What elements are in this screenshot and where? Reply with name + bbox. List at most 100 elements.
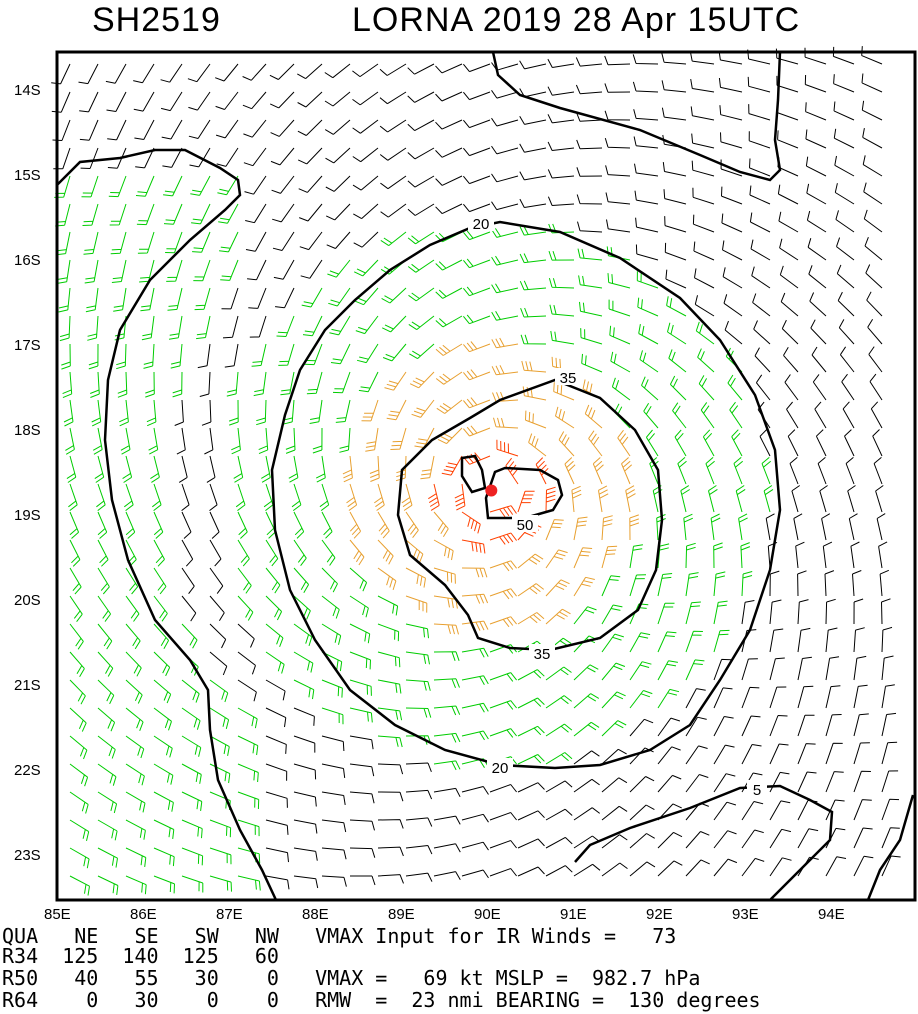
wind-barb bbox=[181, 763, 202, 784]
wind-barb bbox=[853, 655, 867, 681]
wind-barb bbox=[806, 183, 827, 205]
wind-barb bbox=[604, 110, 631, 121]
wind-barb bbox=[535, 457, 549, 485]
wind-barb bbox=[97, 679, 115, 705]
wind-barb bbox=[545, 519, 564, 541]
wind-barb bbox=[489, 812, 517, 821]
wind-barb bbox=[237, 539, 250, 567]
wind-barb bbox=[853, 855, 874, 877]
wind-barb bbox=[349, 595, 369, 618]
wind-barb bbox=[869, 373, 883, 401]
wind-barb bbox=[125, 735, 145, 759]
wind-barb bbox=[581, 353, 603, 373]
wind-barb bbox=[125, 567, 139, 595]
wind-barb bbox=[873, 457, 883, 485]
lon-label: 93E bbox=[732, 906, 759, 923]
wind-barb bbox=[209, 735, 230, 756]
wind-barb bbox=[876, 513, 886, 541]
wind-barb bbox=[380, 231, 407, 247]
wind-barb bbox=[146, 399, 157, 427]
wind-barb bbox=[265, 847, 289, 863]
footer-line-r34: R34 125 140 125 60 bbox=[2, 944, 279, 968]
wind-barb bbox=[713, 801, 737, 821]
wind-barb bbox=[355, 315, 379, 335]
wind-barb bbox=[125, 875, 147, 895]
wind-barb bbox=[293, 623, 313, 647]
wind-barb bbox=[136, 203, 155, 226]
wind-barb bbox=[841, 373, 855, 401]
wind-barb bbox=[661, 52, 687, 65]
wind-barb bbox=[881, 598, 891, 625]
wind-barb bbox=[845, 457, 855, 485]
wind-barb bbox=[842, 401, 855, 429]
wind-barb bbox=[690, 79, 715, 93]
wind-barb bbox=[352, 147, 379, 163]
wind-barb bbox=[69, 735, 88, 760]
wind-barb bbox=[668, 349, 687, 373]
wind-barb bbox=[321, 875, 347, 887]
wind-barb bbox=[741, 857, 765, 877]
wind-barb bbox=[804, 47, 827, 65]
wind-barb bbox=[57, 259, 71, 284]
wind-barb bbox=[713, 658, 732, 681]
wind-barb bbox=[547, 169, 575, 179]
wind-barb bbox=[812, 374, 827, 401]
wind-barb bbox=[69, 763, 89, 787]
wind-barb bbox=[174, 399, 184, 426]
wind-barb bbox=[573, 547, 593, 569]
wind-barb bbox=[751, 266, 771, 289]
wind-barb bbox=[321, 623, 342, 645]
wind-barb bbox=[629, 718, 654, 737]
wind-barb bbox=[639, 350, 659, 373]
wind-barb bbox=[847, 485, 856, 513]
wind-barb bbox=[407, 147, 435, 160]
wind-barb bbox=[545, 608, 571, 625]
wind-barb bbox=[237, 567, 252, 594]
wind-barb bbox=[408, 287, 435, 302]
wind-barb bbox=[805, 129, 827, 149]
wind-barb bbox=[680, 485, 690, 513]
wind-barb bbox=[181, 483, 190, 511]
wind-barb bbox=[414, 427, 435, 448]
wind-barb bbox=[834, 155, 855, 177]
wind-barb bbox=[321, 763, 346, 778]
wind-barb bbox=[59, 315, 71, 342]
wind-barb bbox=[265, 763, 288, 781]
wind-barb bbox=[824, 570, 835, 597]
wind-barb bbox=[233, 455, 244, 483]
contour-20 bbox=[270, 220, 782, 770]
wind-barb bbox=[881, 855, 901, 877]
wind-barb bbox=[809, 292, 827, 317]
wind-barb bbox=[548, 277, 575, 289]
wind-barb bbox=[573, 576, 595, 597]
wind-barb bbox=[517, 725, 545, 737]
wind-barb bbox=[433, 787, 461, 798]
wind-barb bbox=[224, 343, 239, 368]
wind-barb bbox=[738, 513, 748, 541]
wind-barb bbox=[550, 330, 575, 345]
wind-barb bbox=[349, 623, 371, 644]
wind-barb bbox=[825, 856, 847, 877]
wind-barb bbox=[489, 840, 517, 849]
wind-barb bbox=[258, 427, 269, 455]
wind-barb bbox=[321, 735, 345, 752]
wind-barb bbox=[436, 399, 463, 414]
wind-barb bbox=[881, 626, 893, 653]
wind-barb bbox=[463, 397, 491, 409]
wind-barb bbox=[97, 819, 118, 841]
wind-barb bbox=[629, 861, 656, 877]
wind-barb bbox=[713, 687, 733, 709]
wind-barb bbox=[862, 128, 883, 149]
wind-barb bbox=[463, 63, 491, 73]
wind-barb bbox=[692, 187, 715, 205]
wind-barb bbox=[377, 595, 399, 616]
contour-label-50: 50 bbox=[517, 517, 534, 534]
wind-barb bbox=[441, 455, 463, 476]
wind-barb bbox=[405, 872, 433, 882]
wind-barb bbox=[463, 341, 491, 353]
wind-barb bbox=[96, 483, 106, 511]
storm-center bbox=[485, 484, 498, 497]
wind-barb bbox=[797, 828, 819, 849]
wind-barb bbox=[265, 539, 279, 567]
wind-barb bbox=[433, 732, 461, 743]
